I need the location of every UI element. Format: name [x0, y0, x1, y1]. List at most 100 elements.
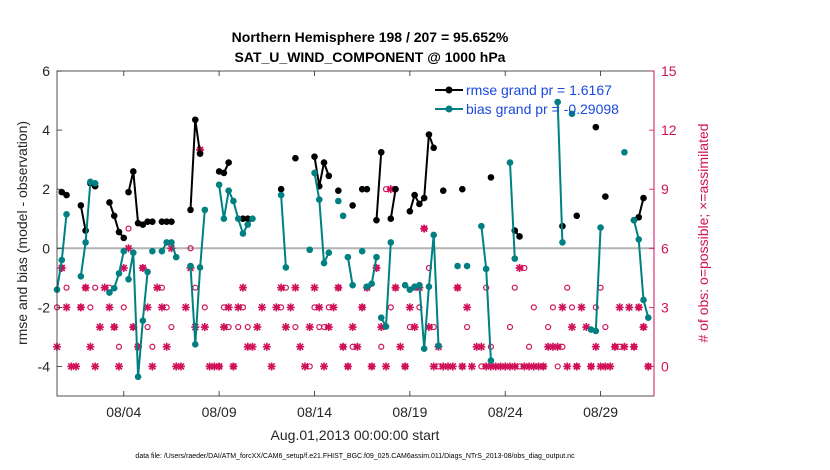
- obs-assimilated-marker-53: [305, 323, 314, 332]
- bias-point-6-2: [168, 239, 175, 246]
- bias-point-13-0: [339, 212, 347, 220]
- obs-assimilated-marker-122: [634, 303, 643, 312]
- bias-point-17-0: [368, 280, 376, 288]
- rmse-point-12-0: [335, 187, 342, 194]
- obs-assimilated-marker-82: [444, 362, 453, 371]
- obs-possible-marker-76: [564, 284, 571, 291]
- rmse-point-11-3: [325, 172, 333, 180]
- obs-possible-marker-82: [602, 323, 609, 331]
- obs-possible-marker-47: [378, 343, 385, 350]
- rmse-point-0-1: [63, 191, 70, 199]
- rmse-point-0-0: [58, 188, 66, 196]
- y-left-tick-label-5: 6: [42, 63, 50, 79]
- obs-assimilated-marker-54: [310, 283, 319, 292]
- bias-point-8-5: [239, 230, 247, 237]
- bias-point-8-2: [225, 187, 232, 194]
- obs-possible-marker-5: [87, 304, 94, 311]
- obs-assimilated-marker-7: [86, 342, 95, 351]
- obs-assimilated-marker-123: [639, 323, 648, 332]
- x-tick-label-3: 08/19: [392, 404, 427, 420]
- rmse-point-13-0: [349, 202, 356, 209]
- bias-point-5-0: [149, 247, 156, 255]
- y-right-tick-label-1: 3: [661, 299, 669, 315]
- chart-title-line-2: SAT_U_WIND_COMPONENT @ 1000 hPa: [235, 49, 506, 65]
- bias-point-19-3: [416, 281, 423, 289]
- bias-point-21-0: [463, 262, 471, 270]
- x-tick-label-4: 08/24: [488, 404, 523, 420]
- bias-point-7-1: [191, 340, 199, 348]
- obs-assimilated-marker-55: [315, 303, 324, 312]
- bias-line-segment-28: [633, 219, 650, 318]
- obs-possible-marker-19: [168, 323, 175, 331]
- rmse-point-3-1: [110, 212, 118, 220]
- rmse-point-19-0: [459, 185, 466, 193]
- y-left-tick-label-2: 0: [42, 240, 50, 256]
- obs-possible-marker-49: [387, 304, 394, 311]
- obs-assimilated-marker-79: [429, 362, 438, 371]
- bias-point-19-5: [425, 283, 433, 290]
- rmse-point-16-0: [387, 215, 395, 223]
- rmse-point-3-0: [106, 199, 113, 206]
- obs-assimilated-marker-71: [391, 283, 400, 292]
- bias-point-27-0: [621, 148, 628, 156]
- rmse-point-24-0: [592, 123, 600, 131]
- obs-assimilated-marker-86: [463, 303, 472, 312]
- rmse-point-17-5: [430, 144, 438, 152]
- bias-point-19-1: [406, 286, 414, 293]
- obs-assimilated-marker-14: [119, 263, 128, 272]
- bias-point-3-0: [106, 289, 113, 296]
- obs-assimilated-marker-84: [453, 283, 462, 292]
- obs-assimilated-marker-6: [81, 283, 90, 292]
- rmse-line-segment-1: [79, 205, 87, 231]
- rmse-point-17-0: [406, 208, 414, 215]
- plot-area: [57, 71, 654, 396]
- obs-assimilated-marker-64: [358, 303, 367, 312]
- obs-assimilated-marker-67: [372, 263, 381, 272]
- y-axis-right-label: # of obs: o=possible; ×=assimilated: [695, 123, 711, 342]
- obs-assimilated-marker-102: [539, 362, 548, 371]
- obs-assimilated-marker-59: [334, 283, 343, 292]
- rmse-point-26-2: [640, 194, 647, 202]
- obs-assimilated-marker-8: [91, 362, 100, 371]
- obs-assimilated-marker-75: [410, 323, 419, 332]
- obs-assimilated-marker-113: [591, 342, 600, 351]
- bias-point-2-0: [91, 179, 99, 187]
- x-axis-label: Aug.01,2013 00:00:00 start: [271, 427, 440, 443]
- rmse-point-17-4: [425, 131, 433, 138]
- obs-assimilated-marker-20: [148, 362, 157, 371]
- obs-assimilated-marker-10: [100, 283, 109, 292]
- obs-assimilated-marker-94: [501, 362, 510, 371]
- obs-assimilated-marker-92: [491, 362, 500, 371]
- bias-point-19-4: [420, 345, 428, 353]
- rmse-point-3-2: [115, 228, 123, 236]
- obs-assimilated-marker-27: [181, 303, 190, 312]
- obs-possible-marker-28: [235, 323, 242, 331]
- obs-assimilated-marker-124: [644, 362, 653, 371]
- bias-line-segment-11: [313, 172, 330, 267]
- bias-point-15-0: [358, 247, 366, 255]
- rmse-point-17-3: [420, 194, 428, 202]
- obs-assimilated-marker-47: [277, 283, 286, 292]
- rmse-point-5-0: [158, 218, 166, 225]
- bias-point-11-2: [320, 259, 328, 267]
- obs-assimilated-marker-96: [510, 362, 519, 371]
- obs-assimilated-marker-61: [343, 362, 352, 371]
- obs-assimilated-marker-69: [382, 362, 391, 371]
- legend-rmse-label: rmse grand pr = 1.6167: [466, 82, 612, 98]
- obs-assimilated-marker-83: [448, 362, 457, 371]
- y-right-tick-label-5: 15: [661, 63, 677, 79]
- rmse-point-1-0: [77, 202, 85, 209]
- obs-assimilated-marker-68: [377, 323, 386, 332]
- bias-line-segment-24: [556, 101, 564, 243]
- bias-point-8-1: [220, 215, 228, 223]
- y-left-tick-label-0: -4: [38, 358, 51, 374]
- obs-assimilated-marker-3: [67, 362, 76, 371]
- obs-assimilated-marker-11: [105, 303, 114, 312]
- rmse-point-6-2: [196, 150, 204, 158]
- bias-point-4-3: [139, 317, 147, 324]
- obs-possible-marker-16: [149, 343, 156, 350]
- bias-point-8-3: [230, 197, 237, 205]
- bias-point-26-1: [592, 327, 600, 335]
- bias-point-28-1: [635, 236, 643, 243]
- obs-assimilated-marker-120: [625, 303, 634, 312]
